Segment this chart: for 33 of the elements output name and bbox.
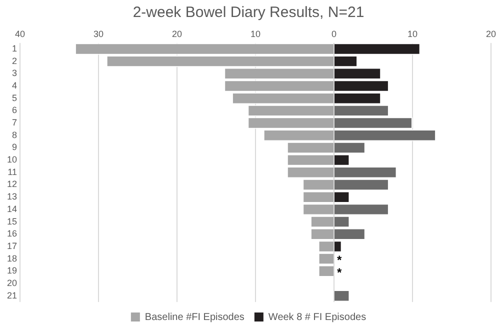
y-tick-label: 1 [12,43,18,54]
y-tick-label: 6 [12,105,18,116]
y-tick-label: 12 [6,179,18,190]
y-tick-label: 20 [6,278,18,288]
chart-title: 2-week Bowel Diary Results, N=21 [132,4,364,22]
y-tick-label: 5 [12,92,18,103]
y-tick-label: 10 [6,154,18,165]
y-tick-label: 13 [6,192,18,202]
x-tick-label: 10 [407,28,418,39]
y-tick-label: 7 [12,118,18,128]
x-tick-label: 0 [331,28,337,39]
y-tick-label: 11 [8,166,18,177]
annotation: * [337,265,342,280]
y-tick-label: 8 [12,130,18,140]
legend-label: Week 8 # FI Episodes [268,312,366,323]
annotation: * [337,253,342,268]
y-tick-label: 4 [12,80,18,90]
x-tick-label: 30 [94,28,104,39]
y-tick-label: 3 [12,68,18,78]
y-tick-label: 15 [6,216,18,226]
y-tick-label: 18 [6,253,18,264]
y-tick-label: 14 [6,204,18,214]
legend-label: Baseline #FI Episodes [144,312,244,323]
y-tick-label: 16 [6,228,18,239]
y-tick-label: 17 [6,240,18,251]
y-tick-label: 21 [6,290,18,300]
x-tick-label: 40 [15,28,26,39]
x-tick-label: 10 [250,28,261,39]
y-tick-label: 9 [12,142,18,152]
y-tick-label: 2 [12,56,18,66]
y-tick-label: 19 [6,266,18,276]
x-tick-label: 20 [172,28,182,39]
x-tick-label: 20 [486,28,496,39]
